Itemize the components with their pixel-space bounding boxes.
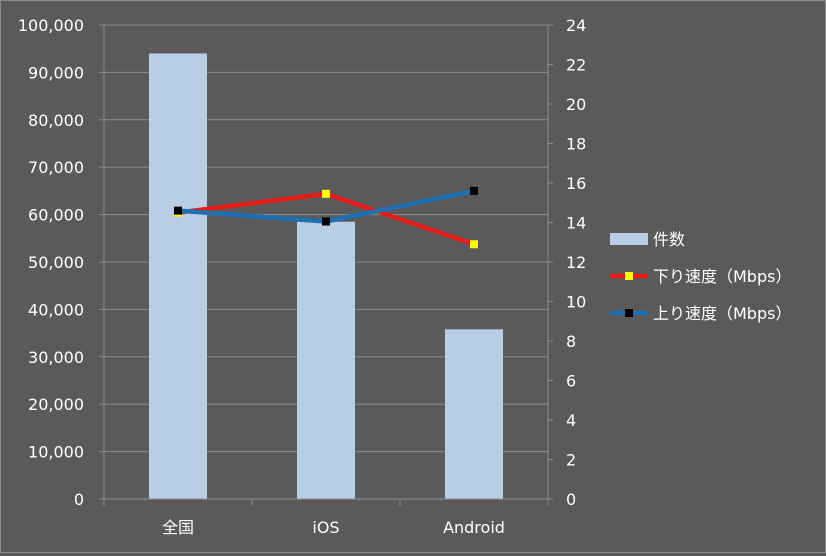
legend-label: 件数	[653, 230, 685, 249]
legend-swatch-marker	[625, 272, 633, 280]
right-axis-tick-label: 0	[566, 490, 576, 509]
legend-swatch-marker	[625, 309, 633, 317]
right-axis-tick-label: 18	[566, 135, 586, 154]
left-axis-tick-label: 60,000	[28, 206, 84, 225]
left-axis-tick-label: 30,000	[28, 348, 84, 367]
right-axis-tick-label: 12	[566, 253, 586, 272]
line-series	[174, 186, 478, 249]
legend-label: 上り速度（Mbps）	[653, 304, 791, 323]
bar	[149, 53, 207, 499]
left-axis-tick-label: 70,000	[28, 158, 84, 177]
axes: 0 10,000 20,000 30,000 40,000 50,000 60,000 70,…	[18, 16, 587, 537]
series-point	[322, 217, 330, 226]
legend-swatch-bar	[610, 233, 648, 245]
right-axis-tick-label: 10	[566, 293, 586, 312]
x-axis-category-label: Android	[443, 518, 505, 537]
left-axis-tick-label: 80,000	[28, 111, 84, 130]
left-axis-tick-label: 50,000	[28, 253, 84, 272]
left-axis-tick-label: 40,000	[28, 300, 84, 319]
right-axis-tick-label: 22	[566, 56, 586, 75]
bar	[445, 329, 503, 499]
right-axis-tick-label: 20	[566, 95, 586, 114]
left-axis-tick-label: 10,000	[28, 443, 84, 462]
right-axis-tick-label: 2	[566, 451, 576, 470]
right-axis-tick-label: 8	[566, 332, 576, 351]
right-axis-tick-label: 4	[566, 411, 576, 430]
series-point	[470, 240, 478, 249]
left-axis-tick-label: 20,000	[28, 395, 84, 414]
right-axis-tick-label: 14	[566, 214, 586, 233]
series-point	[470, 186, 478, 195]
left-axis-tick-label: 100,000	[18, 16, 84, 35]
left-axis-tick-label: 0	[74, 490, 84, 509]
right-axis-tick-label: 16	[566, 174, 586, 193]
bar-series	[149, 53, 503, 499]
x-axis-category-label: iOS	[312, 518, 339, 537]
x-axis-category-label: 全国	[162, 518, 194, 537]
bar	[297, 221, 355, 499]
series-point	[322, 189, 330, 198]
series-point	[174, 206, 182, 215]
right-axis-tick-label: 24	[566, 16, 586, 35]
legend-label: 下り速度（Mbps）	[653, 267, 791, 286]
left-axis-tick-label: 90,000	[28, 63, 84, 82]
right-axis-tick-label: 6	[566, 372, 576, 391]
